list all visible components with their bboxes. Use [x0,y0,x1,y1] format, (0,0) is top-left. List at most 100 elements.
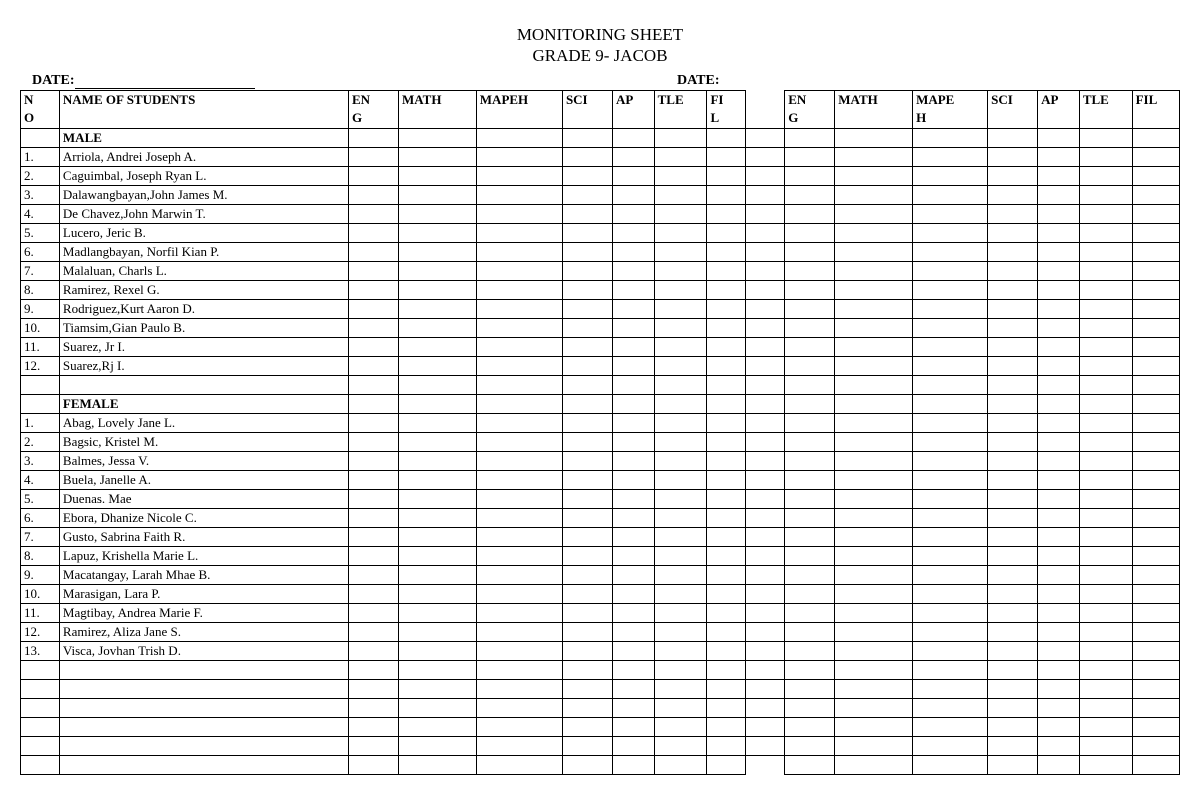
subject-cell [1038,641,1080,660]
subject-cell [988,166,1038,185]
subject-cell [348,280,398,299]
subject-cell [1132,489,1179,508]
subject-cell [913,147,988,166]
subject-cell [654,660,707,679]
student-row: 10.Marasigan, Lara P. [21,584,1180,603]
subject-cell [476,337,562,356]
subject-cell [612,147,654,166]
subject-cell [835,242,913,261]
subject-cell [835,755,913,774]
subject-cell [1038,280,1080,299]
subject-cell [913,432,988,451]
blank-row [21,698,1180,717]
subject-cell [707,736,746,755]
subject-cell [398,641,476,660]
col-sci: SCI [562,90,612,109]
subject-cell [1079,242,1132,261]
subject-cell [476,660,562,679]
subject-cell [476,166,562,185]
subject-cell [562,394,612,413]
col-name [59,109,348,128]
subject-cell [913,128,988,147]
date-row: DATE: DATE: [20,73,1180,89]
subject-cell [785,470,835,489]
subject-cell [398,546,476,565]
name-cell: Malaluan, Charls L. [59,261,348,280]
subject-cell [835,527,913,546]
name-cell [59,660,348,679]
subject-cell [785,185,835,204]
subject-cell [707,470,746,489]
subject-cell [562,622,612,641]
subject-cell [913,166,988,185]
subject-cell [707,565,746,584]
subject-cell [835,299,913,318]
subject-cell [562,679,612,698]
subject-cell [654,261,707,280]
subject-cell [1132,299,1179,318]
subject-cell [785,394,835,413]
section-row: MALE [21,128,1180,147]
subject-cell [913,565,988,584]
subject-cell [654,299,707,318]
title-line-2: GRADE 9- JACOB [20,45,1180,66]
subject-cell [348,622,398,641]
subject-cell [707,679,746,698]
subject-cell [1038,299,1080,318]
subject-cell [785,242,835,261]
subject-cell [785,508,835,527]
no-cell: 10. [21,318,60,337]
subject-cell [785,736,835,755]
subject-cell [654,432,707,451]
date-label-right: DATE: [677,73,720,88]
subject-cell [785,527,835,546]
subject-cell [988,451,1038,470]
subject-cell [562,223,612,242]
gap-cell [746,622,785,641]
subject-cell [1038,394,1080,413]
name-cell: Arriola, Andrei Joseph A. [59,147,348,166]
subject-cell [1038,318,1080,337]
subject-cell [913,280,988,299]
subject-cell [835,413,913,432]
header-row-2: OGLGH [21,109,1180,128]
student-row: 5.Lucero, Jeric B. [21,223,1180,242]
subject-cell [348,147,398,166]
subject-cell [654,204,707,223]
subject-cell [612,470,654,489]
subject-cell [562,470,612,489]
subject-cell [562,546,612,565]
subject-cell [398,337,476,356]
gap-cell [746,546,785,565]
subject-cell [612,736,654,755]
subject-cell [707,223,746,242]
subject-cell [476,432,562,451]
subject-cell [348,565,398,584]
subject-cell [1079,432,1132,451]
subject-cell [654,413,707,432]
header-row: NNAME OF STUDENTSENMATHMAPEHSCIAPTLEFIEN… [21,90,1180,109]
subject-cell [654,584,707,603]
subject-cell [348,717,398,736]
no-cell [21,660,60,679]
section-label: FEMALE [59,394,348,413]
subject-cell [612,242,654,261]
gap-cell [746,565,785,584]
no-cell: 3. [21,451,60,470]
subject-cell [913,508,988,527]
subject-cell [835,736,913,755]
subject-cell [913,717,988,736]
subject-cell [1132,660,1179,679]
subject-cell [835,185,913,204]
subject-cell [398,736,476,755]
col-no: N [21,90,60,109]
subject-cell [562,755,612,774]
subject-cell [476,299,562,318]
subject-cell [1079,451,1132,470]
subject-cell [348,337,398,356]
subject-cell [988,299,1038,318]
no-cell: 6. [21,242,60,261]
name-cell: Dalawangbayan,John James M. [59,185,348,204]
subject-cell [1132,565,1179,584]
subject-cell [1079,755,1132,774]
